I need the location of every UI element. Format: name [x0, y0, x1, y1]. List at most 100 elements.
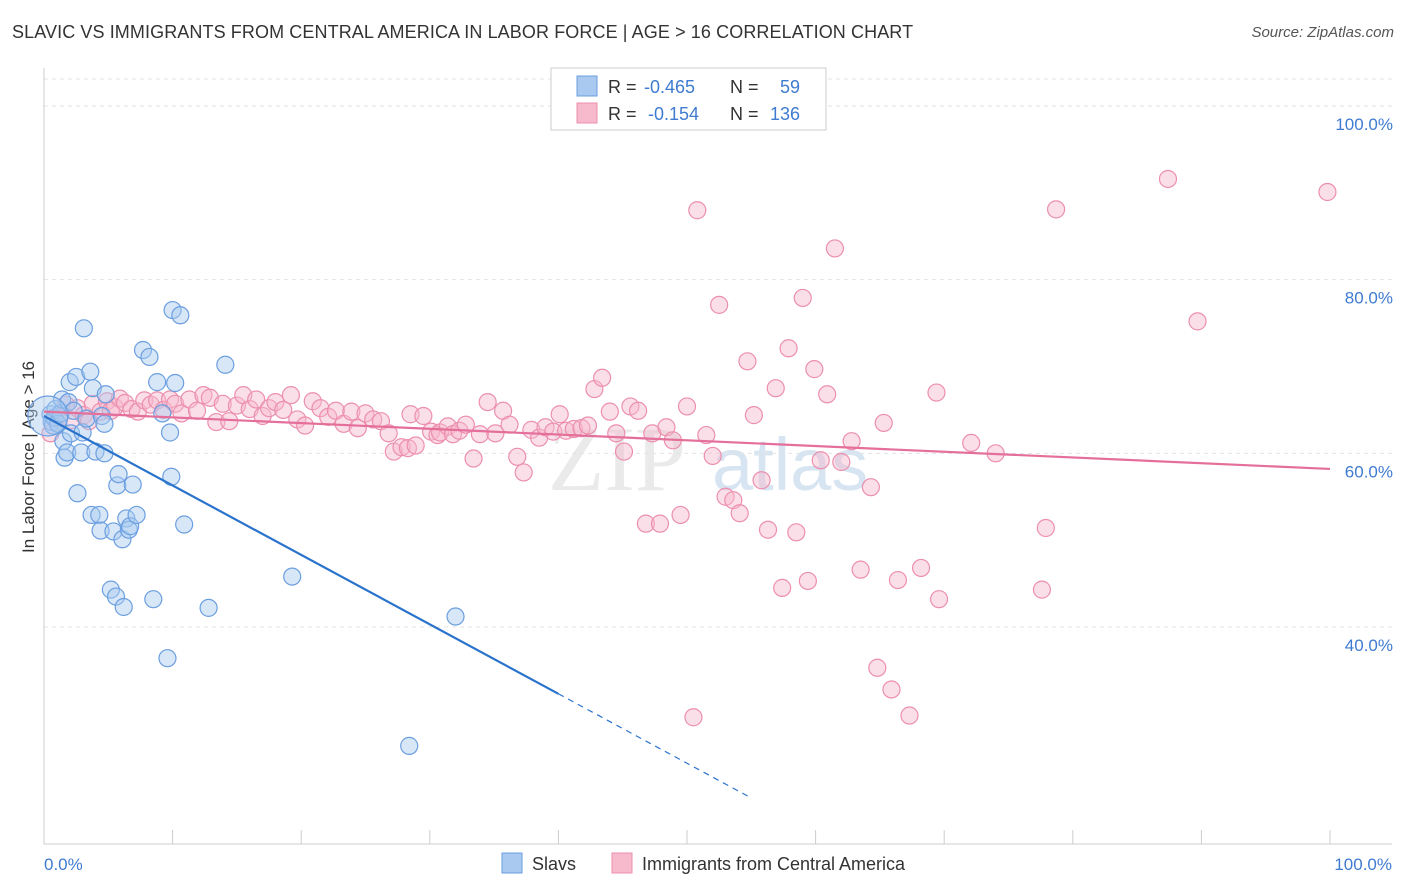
central_america-point-127 — [911, 558, 931, 578]
central_america-point-125 — [888, 570, 908, 590]
slavs-point-49 — [160, 423, 180, 442]
legend-r-label-slavs: R = — [608, 77, 637, 97]
central_america-point-114 — [805, 360, 824, 379]
slavs-trend-line — [43, 415, 559, 695]
source-credit: Source: ZipAtlas.com — [1251, 24, 1394, 41]
gridlines — [44, 78, 1392, 628]
central_america-point-134 — [1046, 200, 1066, 219]
central_america-point-56 — [406, 436, 425, 455]
legend-n-label-slavs: N = — [730, 77, 759, 97]
x-tick-label-min: 0.0% — [44, 855, 83, 874]
central_america-point-121 — [861, 478, 880, 497]
slavs-point-29 — [96, 385, 115, 404]
bottom-legend-label-slavs: Slavs — [532, 854, 576, 874]
central_america-point-83 — [593, 368, 612, 387]
slavs-point-16 — [68, 484, 87, 503]
central_america-point-70 — [500, 415, 519, 434]
chart-title: SLAVIC VS IMMIGRANTS FROM CENTRAL AMERIC… — [12, 22, 914, 42]
slavs-trend-line-extrapolated — [558, 693, 752, 799]
central_america-point-112 — [793, 288, 812, 308]
central_america-point-105 — [744, 406, 763, 425]
central_america-point-136 — [1188, 312, 1207, 331]
central_america-point-81 — [578, 416, 598, 435]
slavs-point-37 — [114, 597, 133, 617]
central_america-point-123 — [874, 413, 893, 433]
central_america-point-86 — [614, 442, 634, 461]
central_america-point-88 — [629, 401, 648, 420]
central_america-point-109 — [773, 578, 792, 597]
slavs-point-25 — [90, 505, 109, 525]
central_america-point-47 — [348, 419, 367, 438]
central_america-point-132 — [1032, 580, 1052, 599]
central_america-point-116 — [818, 385, 837, 404]
central_america-point-100 — [710, 295, 729, 314]
x-ticks — [172, 830, 1331, 844]
slavs-point-cluster — [27, 395, 69, 437]
central-america-trend-line — [43, 410, 1331, 471]
central_america-point-95 — [677, 397, 697, 416]
legend-n-value-slavs: 59 — [780, 77, 800, 97]
central_america-point-111 — [787, 523, 806, 542]
series-central-america-points — [41, 169, 1337, 727]
central_america-point-130 — [962, 433, 981, 452]
slavs-point-11 — [59, 392, 78, 412]
central_america-point-46 — [342, 402, 361, 421]
central_america-point-137 — [1318, 182, 1337, 202]
legend-r-value-slavs: -0.465 — [644, 77, 695, 97]
slavs-point-58 — [400, 736, 419, 755]
central_america-point-117 — [825, 239, 844, 258]
central_america-point-79 — [564, 419, 583, 439]
slavs-point-9 — [55, 448, 74, 467]
central_america-point-40 — [295, 416, 315, 435]
central_america-point-103 — [730, 504, 749, 523]
legend-n-label-central-america: N = — [730, 104, 759, 124]
central_america-point-110 — [779, 339, 798, 358]
correlation-legend: R = -0.465 N = 59 R = -0.154 N = 136 — [550, 67, 827, 131]
y-axis-label: In Labor Force | Age > 16 — [19, 361, 38, 553]
central_america-point-37 — [274, 400, 293, 420]
central_america-point-118 — [832, 452, 851, 472]
slavs-point-20 — [74, 319, 93, 338]
central_america-point-72 — [514, 463, 533, 482]
central_america-point-113 — [798, 571, 817, 591]
central_america-point-104 — [738, 352, 757, 371]
central_america-point-96 — [684, 708, 703, 727]
central_america-point-94 — [671, 505, 690, 525]
slavs-point-47 — [153, 404, 172, 423]
central_america-point-106 — [752, 471, 771, 490]
slavs-point-55 — [199, 598, 218, 617]
central_america-point-129 — [927, 383, 946, 402]
series-legend: Slavs Immigrants from Central America — [501, 852, 906, 874]
trend-lines — [43, 410, 1331, 799]
central_america-point-53 — [392, 438, 411, 457]
central_america-point-71 — [508, 447, 527, 466]
central_america-point-91 — [650, 514, 670, 533]
central_america-point-126 — [900, 706, 919, 725]
central_america-point-65 — [464, 449, 483, 468]
central_america-point-99 — [703, 446, 722, 466]
central_america-point-28 — [213, 394, 232, 413]
legend-n-value-central-america: 136 — [770, 104, 800, 124]
central_america-point-24 — [187, 401, 207, 420]
slavs-point-40 — [121, 517, 140, 536]
central_america-point-119 — [842, 432, 861, 451]
slavs-point-22 — [82, 505, 101, 525]
y-tick-labels: 40.0% 60.0% 80.0% 100.0% — [1335, 115, 1393, 655]
central_america-point-66 — [470, 425, 490, 444]
central_america-point-98 — [697, 425, 716, 445]
slavs-point-30 — [95, 414, 114, 433]
y-tick-label-100: 100.0% — [1335, 115, 1393, 134]
slavs-point-44 — [140, 347, 159, 367]
central_america-point-89 — [636, 514, 655, 533]
central_america-point-107 — [758, 520, 778, 539]
central_america-point-128 — [929, 590, 949, 609]
slavs-point-43 — [133, 340, 153, 360]
axes — [43, 68, 1392, 845]
central_america-point-97 — [688, 201, 707, 220]
central_america-point-85 — [607, 424, 626, 443]
y-tick-label-80: 80.0% — [1345, 289, 1393, 308]
slavs-point-28 — [95, 444, 114, 463]
watermark-atlas: atlas — [712, 423, 868, 506]
central_america-point-84 — [600, 402, 619, 421]
